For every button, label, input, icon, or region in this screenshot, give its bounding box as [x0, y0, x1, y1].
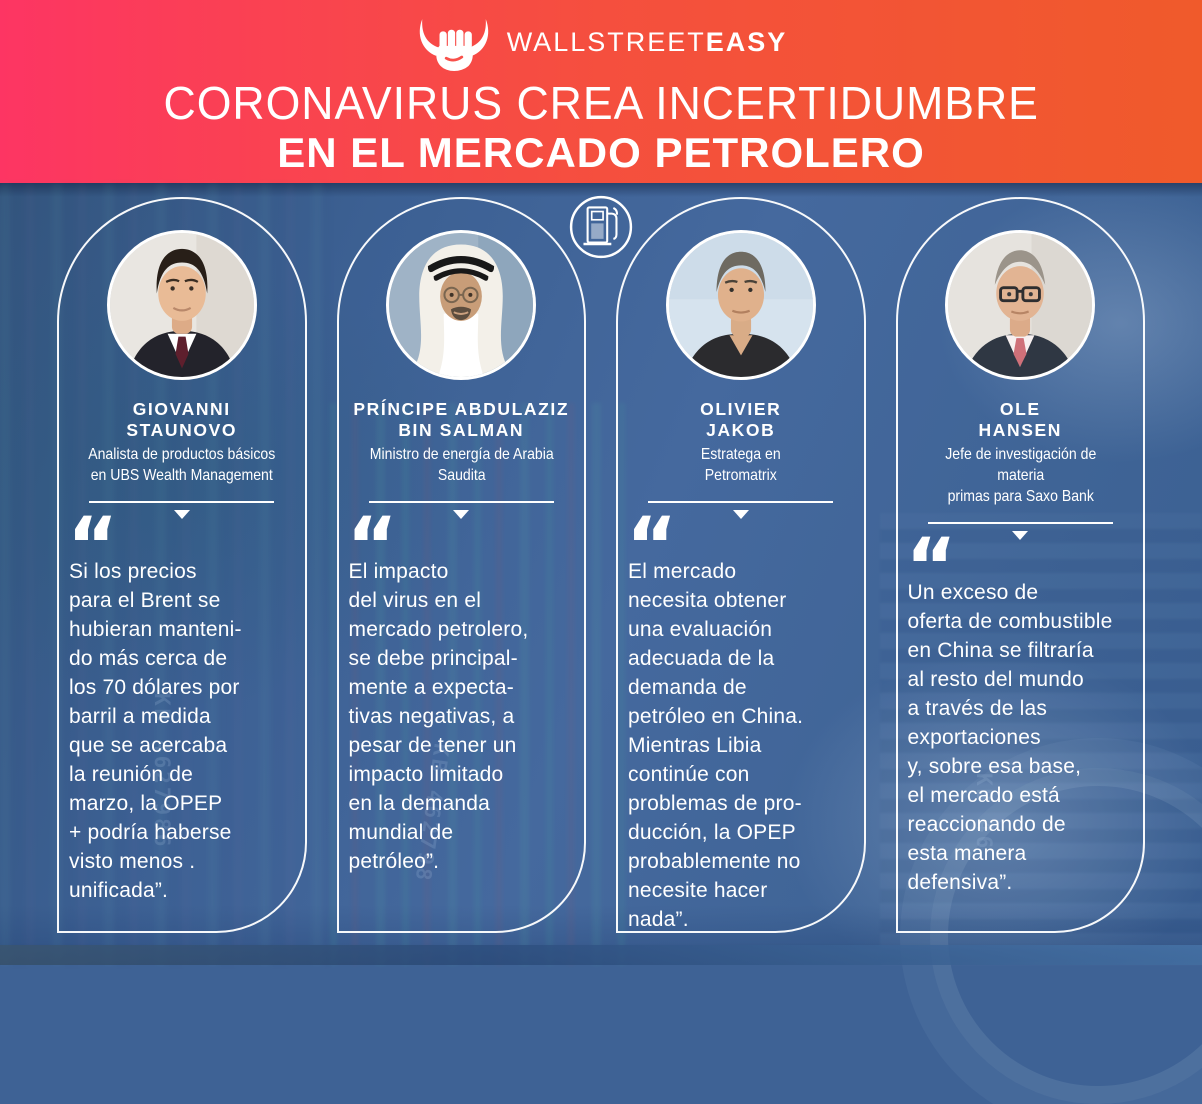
- title-line-2: EN EL MERCADO PETROLERO: [277, 129, 925, 176]
- quote-icon: “: [346, 502, 398, 592]
- quote-text: El mercado necesita obtener una evaluaci…: [628, 560, 804, 931]
- divider-line: [927, 522, 1113, 524]
- quote-icon: “: [626, 502, 678, 592]
- person-quote: “El mercado necesita obtener una evaluac…: [626, 508, 854, 934]
- name-line-1: GIOVANNI: [132, 399, 231, 419]
- quote-icon: “: [67, 502, 119, 592]
- card-olivier-jakob: OLIVIER JAKOB Estratega en Petromatrix “…: [616, 197, 866, 933]
- name-line-1: OLE: [999, 399, 1041, 419]
- person-quote: “Un exceso de oferta de combustible en C…: [906, 529, 1134, 897]
- title-line-1: CORONAVIRUS CREA INCERTIDUMBRE: [163, 77, 1039, 129]
- brand-wordmark: WALLSTREETEASY: [507, 27, 788, 58]
- fuel-pump-icon: [568, 194, 634, 260]
- quote-text: El impacto del virus en el mercado petro…: [348, 560, 529, 873]
- divider-line: [648, 501, 834, 503]
- triangle-down-icon: [732, 510, 749, 519]
- avatar-abdulaziz-bin-salman: [386, 230, 537, 380]
- person-quote: “Si los precios para el Brent se hubiera…: [67, 508, 295, 905]
- name-line-1: PRÍNCIPE ABDULAZIZ: [353, 399, 570, 419]
- person-quote: “El impacto del virus en el mercado petr…: [347, 508, 575, 876]
- name-line-2: BIN SALMAN: [398, 420, 525, 440]
- quote-icon: “: [905, 523, 957, 613]
- divider-line: [368, 501, 554, 503]
- header-banner: WALLSTREETEASY CORONAVIRUS CREA INCERTID…: [0, 0, 1202, 183]
- background-bottom-band: [0, 945, 1202, 965]
- card-abdulaziz-bin-salman: PRÍNCIPE ABDULAZIZ BIN SALMAN Ministro d…: [336, 197, 586, 933]
- wordmark-bold: EASY: [705, 26, 788, 57]
- avatar-giovanni-staunovo: [106, 230, 257, 380]
- content-area: КВ 4627986 КВ 462798 КВ 46: [0, 183, 1202, 1104]
- person-role: Ministro de energía de Arabia Saudita: [369, 446, 554, 484]
- divider-line: [89, 501, 275, 503]
- name-line-1: OLIVIER: [700, 399, 782, 419]
- person-name: GIOVANNI STAUNOVO: [69, 399, 295, 441]
- quote-text: Si los precios para el Brent se hubieran…: [69, 560, 242, 902]
- person-name: OLIVIER JAKOB: [628, 399, 854, 441]
- wordmark-light: WALLSTREET: [506, 26, 706, 57]
- triangle-down-icon: [173, 510, 190, 519]
- name-line-2: JAKOB: [706, 420, 776, 440]
- triangle-down-icon: [1012, 531, 1029, 540]
- person-name: PRÍNCIPE ABDULAZIZ BIN SALMAN: [349, 399, 575, 441]
- page-title: CORONAVIRUS CREA INCERTIDUMBRE EN EL MER…: [0, 80, 1202, 174]
- quote-cards-row: GIOVANNI STAUNOVO Analista de productos …: [0, 197, 1202, 933]
- person-role: Jefe de investigación de materia primas …: [944, 446, 1096, 505]
- avatar-olivier-jakob: [665, 230, 816, 380]
- card-giovanni-staunovo: GIOVANNI STAUNOVO Analista de productos …: [57, 197, 307, 933]
- card-ole-hansen: OLE HANSEN Jefe de investigación de mate…: [895, 197, 1145, 933]
- person-role: Analista de productos básicos en UBS Wea…: [88, 446, 276, 484]
- name-line-2: STAUNOVO: [126, 420, 238, 440]
- quote-text: Un exceso de oferta de combustible en Ch…: [907, 581, 1113, 894]
- triangle-down-icon: [453, 510, 470, 519]
- brand: WALLSTREETEASY: [0, 6, 1202, 78]
- person-name: OLE HANSEN: [908, 399, 1134, 441]
- person-role: Estratega en Petromatrix: [700, 446, 781, 484]
- bull-logo-icon: [419, 19, 488, 71]
- name-line-2: HANSEN: [978, 420, 1062, 440]
- avatar-ole-hansen: [945, 230, 1096, 380]
